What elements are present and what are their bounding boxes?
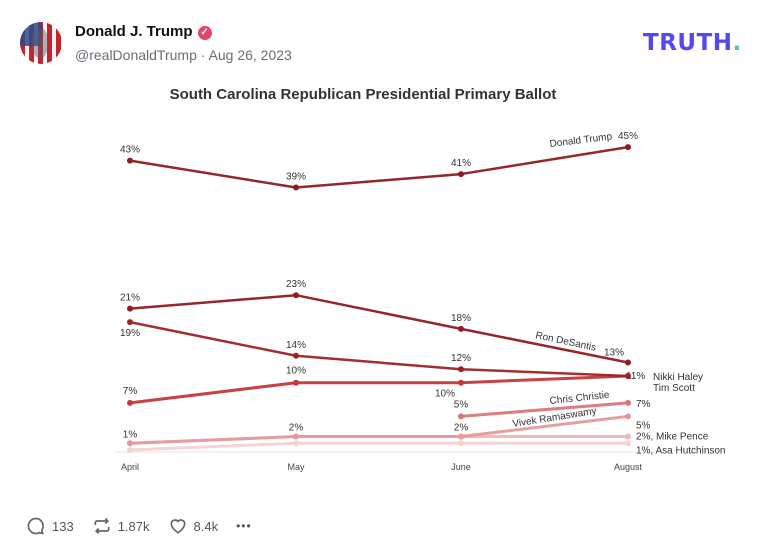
verified-badge-icon: ✓ <box>197 26 212 40</box>
data-label: 5% <box>454 399 469 410</box>
data-label: 21% <box>120 293 140 304</box>
data-point <box>127 440 133 447</box>
like-button[interactable]: 8.4k <box>168 516 218 536</box>
data-label: 5% <box>636 420 651 431</box>
data-point <box>458 171 464 178</box>
data-point <box>458 379 464 386</box>
data-label: 23% <box>286 279 306 290</box>
data-label: 1% <box>123 429 138 440</box>
x-tick-label: April <box>121 462 139 472</box>
data-label: 2%, Mike Pence <box>636 432 709 443</box>
x-tick-label: May <box>287 462 305 472</box>
data-label: 19% <box>120 328 140 339</box>
data-point <box>458 325 464 332</box>
series-line <box>129 374 629 405</box>
data-point <box>458 440 464 447</box>
data-point <box>458 366 464 373</box>
series-line <box>129 145 629 189</box>
series-name-label: Donald Trump <box>549 131 613 150</box>
data-point <box>625 413 631 420</box>
data-point <box>127 447 133 453</box>
series-line <box>129 293 629 364</box>
data-point <box>293 433 299 440</box>
data-label: 2% <box>289 423 304 434</box>
data-point <box>625 359 631 366</box>
data-label: 43% <box>120 145 140 156</box>
series-line <box>129 320 629 378</box>
avatar[interactable] <box>20 22 62 64</box>
data-point <box>625 372 631 379</box>
data-point <box>127 157 133 164</box>
data-point <box>127 399 133 406</box>
data-label: 7% <box>123 386 138 397</box>
data-point <box>458 413 464 420</box>
data-point <box>293 292 299 299</box>
data-point <box>625 433 631 440</box>
data-point <box>127 319 133 326</box>
data-label: 12% <box>451 353 471 364</box>
data-label: 45% <box>618 131 638 142</box>
data-point <box>293 379 299 386</box>
data-label: 10% <box>286 366 306 377</box>
data-label: 11% <box>626 371 645 382</box>
data-point <box>293 352 299 359</box>
data-point <box>625 144 631 151</box>
series-line <box>129 441 628 452</box>
repost-icon <box>94 517 110 535</box>
repost-button[interactable]: 1.87k <box>92 516 150 536</box>
post-actions: 133 1.87k 8.4k ••• <box>26 516 252 536</box>
data-point <box>458 433 464 440</box>
series-line <box>460 401 629 418</box>
data-point <box>625 399 631 406</box>
data-point <box>625 440 631 447</box>
x-tick-label: June <box>451 462 471 472</box>
data-point <box>293 440 299 447</box>
series-line <box>129 414 629 445</box>
data-label: 41% <box>451 158 471 169</box>
data-label: 14% <box>286 340 306 351</box>
poll-chart: South Carolina Republican Presidential P… <box>115 86 726 472</box>
handle-and-date[interactable]: @realDonaldTrump · Aug 26, 2023 <box>75 47 292 63</box>
truth-logo[interactable]: TRUTH. <box>643 30 742 56</box>
series-name-label: Nikki Haley <box>653 372 703 383</box>
series-name-label: Tim Scott <box>653 383 695 394</box>
data-point <box>127 305 133 312</box>
data-label: 39% <box>286 172 306 183</box>
data-label: 10% <box>435 389 455 400</box>
data-label: 1%, Asa Hutchinson <box>636 445 726 456</box>
more-icon: ••• <box>236 519 252 533</box>
heart-icon <box>170 519 186 534</box>
data-point <box>293 184 299 191</box>
data-label: 18% <box>451 313 471 324</box>
author-name[interactable]: Donald J. Trump ✓ <box>75 23 212 40</box>
x-tick-label: August <box>614 462 643 472</box>
data-label: 7% <box>636 399 651 410</box>
reply-icon <box>27 517 44 535</box>
more-options-button[interactable]: ••• <box>236 519 252 533</box>
data-label: 13% <box>604 348 624 359</box>
data-label: 2% <box>454 423 469 434</box>
reply-button[interactable]: 133 <box>26 516 74 536</box>
chart-title: South Carolina Republican Presidential P… <box>170 86 557 103</box>
